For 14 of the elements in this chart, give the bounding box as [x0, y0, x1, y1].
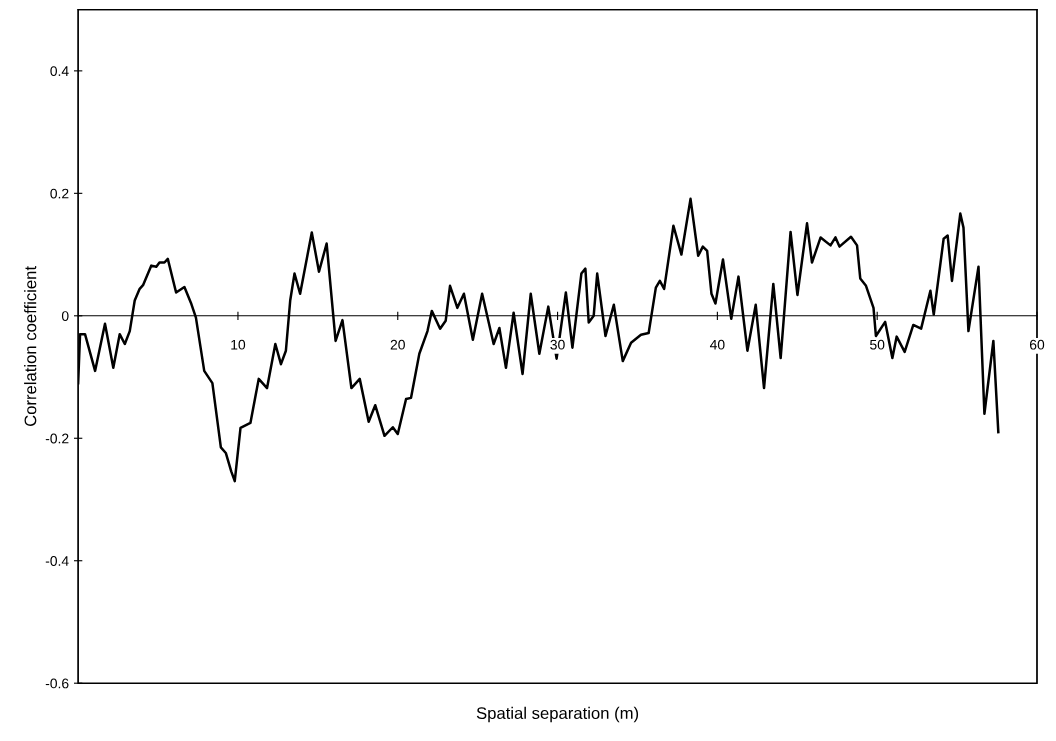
y-tick-label: 0.4	[50, 66, 69, 77]
y-tick-label: -0.2	[45, 433, 69, 444]
x-tick-label: 30	[550, 339, 565, 350]
x-tick-label: 60	[1029, 339, 1045, 350]
y-tick-label: -0.4	[45, 556, 69, 566]
x-axis-title: Spatial separation (m)	[476, 706, 639, 723]
x-tick-label: 40	[709, 339, 725, 350]
x-tick-label: 20	[390, 339, 405, 350]
y-tick-label: 0	[61, 311, 69, 321]
y-tick-label: 0.2	[50, 188, 69, 199]
x-tick-label: 10	[231, 339, 246, 350]
x-tick-label: 50	[870, 339, 885, 350]
y-axis-title: Correlation coefficient	[24, 266, 37, 427]
y-tick-label: -0.6	[45, 678, 69, 689]
